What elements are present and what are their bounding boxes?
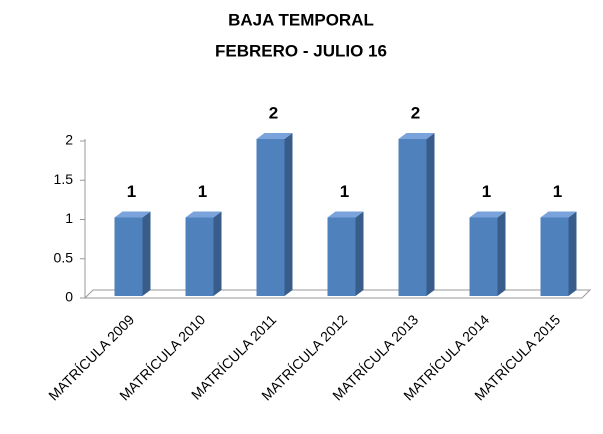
y-tick-label: 2 [65, 132, 73, 148]
bar-side [142, 211, 151, 296]
bar-front [540, 217, 569, 296]
chart-subtitle: FEBRERO - JULIO 16 [215, 41, 387, 60]
bar-side [426, 133, 435, 296]
data-label: 1 [198, 182, 207, 201]
bar-front [469, 217, 498, 296]
bar-side [213, 211, 222, 296]
data-label: 1 [553, 182, 562, 201]
bar-front [256, 139, 285, 296]
bar [398, 133, 435, 296]
bar-top [185, 211, 222, 218]
y-tick-label: 1 [65, 210, 73, 226]
bar-top [327, 211, 364, 218]
bar-side [284, 133, 293, 296]
data-label: 2 [411, 103, 420, 122]
bar-side [497, 211, 506, 296]
y-tick-label: 1.5 [54, 171, 74, 187]
y-tick-label: 0.5 [54, 249, 74, 265]
bar [327, 211, 364, 296]
bar-side [568, 211, 577, 296]
bar-top [398, 133, 435, 139]
chart-title: BAJA TEMPORAL [228, 10, 374, 29]
bar-side [355, 211, 364, 296]
bar-front [185, 217, 214, 296]
bar [185, 211, 222, 296]
bar-top [540, 211, 577, 218]
bar [540, 211, 577, 296]
data-label: 2 [269, 103, 278, 122]
bar [114, 211, 151, 296]
data-label: 1 [482, 182, 491, 201]
bar [256, 133, 293, 296]
data-label: 1 [340, 182, 349, 201]
bar-front [398, 139, 427, 296]
floor [83, 289, 592, 299]
bar-top [256, 133, 293, 139]
bar [469, 211, 506, 296]
bar-front [114, 217, 143, 296]
y-tick-label: 0 [65, 289, 73, 305]
bar-front [327, 217, 356, 296]
data-label: 1 [127, 182, 136, 201]
bar-top [114, 211, 151, 218]
bar-top [469, 211, 506, 218]
